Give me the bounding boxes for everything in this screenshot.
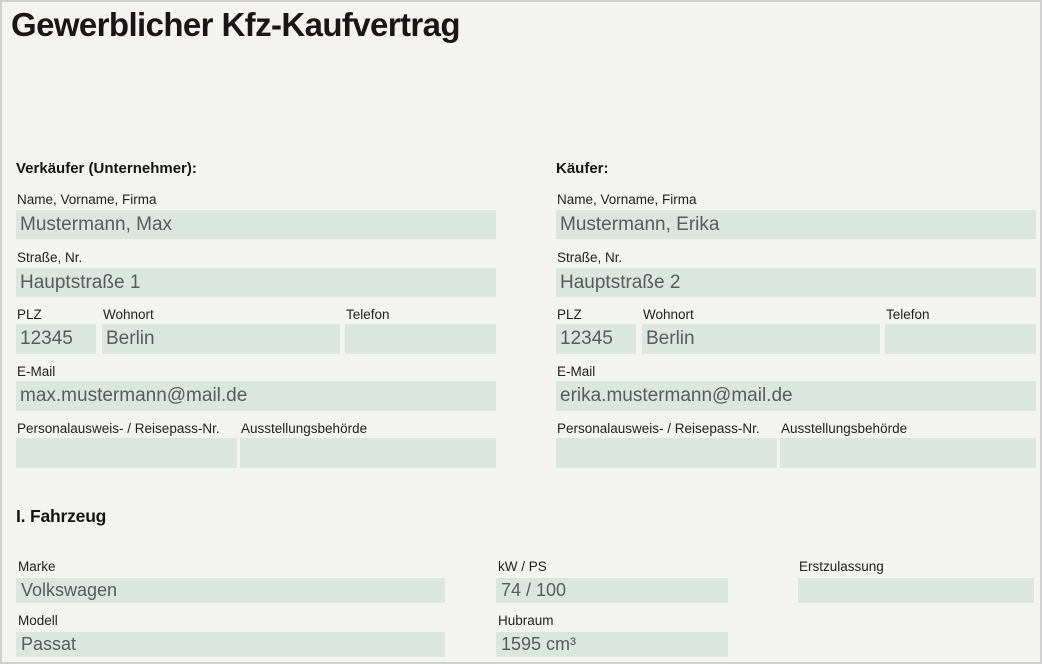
- buyer-name-label: Name, Vorname, Firma: [557, 192, 697, 207]
- seller-id-authority-fields: [16, 438, 496, 468]
- seller-email-field[interactable]: max.mustermann@mail.de: [16, 381, 496, 411]
- seller-phone-label: Telefon: [346, 307, 390, 322]
- seller-heading: Verkäufer (Unternehmer):: [16, 160, 197, 177]
- buyer-street-label: Straße, Nr.: [557, 250, 623, 265]
- seller-plz-city-phone-fields: 12345 Berlin: [16, 324, 496, 354]
- seller-phone-field[interactable]: [345, 324, 496, 354]
- modell-field[interactable]: Passat: [16, 632, 445, 657]
- buyer-authority-label: Ausstellungsbehörde: [781, 421, 908, 436]
- seller-name-label: Name, Vorname, Firma: [17, 192, 157, 207]
- buyer-phone-label: Telefon: [886, 307, 930, 322]
- seller-id-authority-labels: Personalausweis- / Reisepass-Nr. Ausstel…: [16, 421, 496, 436]
- buyer-plz-label: PLZ: [557, 307, 582, 322]
- seller-id-number-field[interactable]: [16, 438, 237, 468]
- seller-email-label: E-Mail: [17, 364, 56, 379]
- buyer-heading: Käufer:: [556, 160, 609, 177]
- marke-label: Marke: [18, 559, 56, 574]
- buyer-name-field[interactable]: Mustermann, Erika: [556, 210, 1036, 239]
- seller-city-label: Wohnort: [103, 307, 154, 322]
- seller-authority-label: Ausstellungsbehörde: [241, 421, 368, 436]
- buyer-email-label: E-Mail: [557, 364, 596, 379]
- kw-ps-label: kW / PS: [498, 559, 547, 574]
- seller-plz-label: PLZ: [17, 307, 42, 322]
- seller-city-field[interactable]: Berlin: [102, 324, 340, 354]
- vehicle-section-heading: I. Fahrzeug: [16, 506, 107, 526]
- buyer-street-field[interactable]: Hauptstraße 2: [556, 268, 1036, 297]
- buyer-id-authority-fields: [556, 438, 1036, 468]
- seller-plz-city-phone-labels: PLZ Wohnort Telefon: [16, 307, 496, 322]
- buyer-plz-field[interactable]: 12345: [556, 324, 636, 354]
- marke-field[interactable]: Volkswagen: [16, 578, 445, 603]
- buyer-city-label: Wohnort: [643, 307, 694, 322]
- buyer-plz-city-phone-labels: PLZ Wohnort Telefon: [556, 307, 1036, 322]
- erstzulassung-field[interactable]: [798, 578, 1034, 603]
- erstzulassung-label: Erstzulassung: [799, 559, 884, 574]
- seller-street-field[interactable]: Hauptstraße 1: [16, 268, 496, 297]
- buyer-plz-city-phone-fields: 12345 Berlin: [556, 324, 1036, 354]
- seller-plz-field[interactable]: 12345: [16, 324, 96, 354]
- kw-ps-field[interactable]: 74 / 100: [496, 578, 728, 603]
- page-title: Gewerblicher Kfz-Kaufvertrag: [11, 6, 461, 43]
- buyer-city-field[interactable]: Berlin: [642, 324, 880, 354]
- seller-authority-field[interactable]: [240, 438, 496, 468]
- seller-name-field[interactable]: Mustermann, Max: [16, 210, 496, 239]
- buyer-email-field[interactable]: erika.mustermann@mail.de: [556, 381, 1036, 411]
- buyer-id-number-label: Personalausweis- / Reisepass-Nr.: [557, 421, 760, 436]
- buyer-id-number-field[interactable]: [556, 438, 777, 468]
- seller-street-label: Straße, Nr.: [17, 250, 83, 265]
- hubraum-field[interactable]: 1595 cm³: [496, 632, 728, 657]
- buyer-phone-field[interactable]: [885, 324, 1036, 354]
- hubraum-label: Hubraum: [498, 613, 554, 628]
- buyer-id-authority-labels: Personalausweis- / Reisepass-Nr. Ausstel…: [556, 421, 1036, 436]
- buyer-authority-field[interactable]: [780, 438, 1036, 468]
- modell-label: Modell: [18, 613, 58, 628]
- seller-id-number-label: Personalausweis- / Reisepass-Nr.: [17, 421, 220, 436]
